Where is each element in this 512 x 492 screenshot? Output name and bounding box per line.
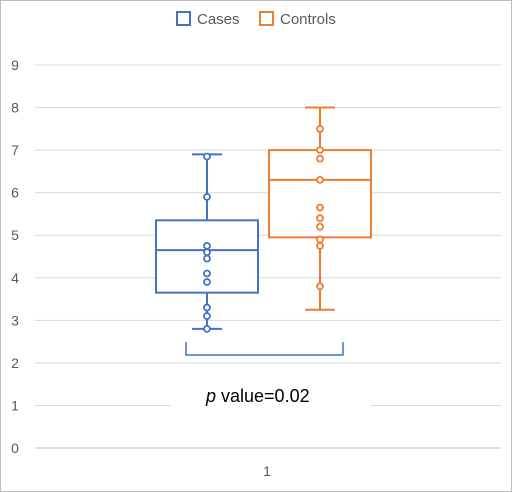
data-point-controls-9: [316, 124, 324, 133]
data-point-cases-4: [203, 269, 211, 278]
data-point-controls-6: [316, 175, 324, 184]
box-iqr-controls: [268, 149, 372, 239]
y-tick-label-8: 8: [11, 100, 19, 116]
legend-swatch-controls: [259, 11, 274, 26]
data-point-cases-2: [203, 303, 211, 312]
p-value-text: value=0.02: [216, 386, 310, 406]
box-cases: [155, 152, 259, 333]
data-point-cases-0: [203, 324, 211, 333]
data-point-controls-5: [316, 203, 324, 212]
y-tick-label-6: 6: [11, 185, 19, 201]
legend: Cases Controls: [176, 11, 336, 28]
data-point-cases-1: [203, 312, 211, 320]
y-tick-label-0: 0: [11, 440, 19, 456]
p-value-italic-p: p: [205, 386, 216, 406]
data-point-cases-7: [203, 241, 211, 250]
x-tick-labels: 1: [263, 463, 271, 479]
data-point-cases-3: [203, 278, 211, 286]
data-point-controls-7: [316, 154, 324, 163]
box-controls: [268, 106, 372, 311]
legend-label-controls: Controls: [280, 11, 336, 28]
data-point-cases-8: [203, 193, 211, 201]
data-point-controls-4: [316, 214, 324, 223]
p-value-annotation: p value=0.02: [205, 386, 310, 406]
data-point-controls-0: [316, 282, 324, 291]
annotation-background: [171, 381, 371, 411]
y-tick-label-9: 9: [11, 57, 19, 73]
data-point-controls-2: [316, 235, 324, 244]
x-tick-label-0: 1: [263, 463, 271, 479]
series-boxes: [155, 106, 372, 333]
data-point-controls-8: [316, 146, 324, 155]
data-point-cases-5: [203, 254, 211, 263]
data-point-controls-3: [316, 222, 324, 231]
data-point-controls-1: [316, 241, 324, 250]
data-point-cases-6: [203, 248, 211, 257]
y-tick-labels: 0 1 2 3 4 5 6 7 8 9: [11, 57, 19, 456]
y-tick-label-3: 3: [11, 312, 19, 328]
legend-swatch-cases: [176, 11, 191, 26]
significance-bracket: [185, 342, 344, 356]
y-tick-label-5: 5: [11, 227, 19, 243]
y-tick-label-7: 7: [11, 142, 19, 158]
legend-label-cases: Cases: [197, 11, 240, 28]
data-point-cases-9: [203, 152, 211, 161]
y-tick-label-1: 1: [11, 397, 19, 413]
y-tick-label-2: 2: [11, 355, 19, 371]
y-tick-label-4: 4: [11, 270, 19, 286]
